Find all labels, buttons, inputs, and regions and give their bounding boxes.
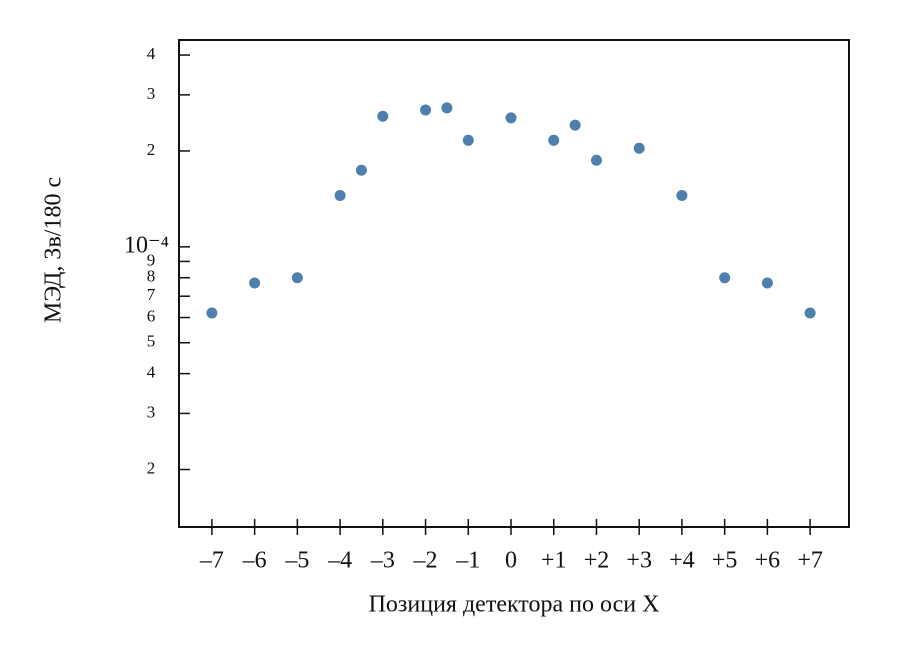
x-tick-label: 0 bbox=[505, 548, 517, 574]
y-axis-label: МЭД, Зв/180 с bbox=[41, 177, 67, 323]
plot-frame bbox=[178, 39, 850, 528]
y-tick-label: 2 bbox=[147, 140, 156, 159]
point bbox=[462, 134, 474, 146]
x-tick-label: +3 bbox=[626, 548, 652, 574]
y-tick-label: 3 bbox=[147, 84, 156, 103]
x-tick-label: +6 bbox=[755, 548, 781, 574]
x-tick-label: –3 bbox=[370, 548, 395, 574]
x-tick-label: –7 bbox=[199, 548, 224, 574]
x-tick-label: –4 bbox=[327, 548, 352, 574]
point bbox=[291, 272, 303, 284]
x-tick-label: +1 bbox=[541, 548, 567, 574]
x-tick-label: –1 bbox=[455, 548, 480, 574]
point bbox=[420, 104, 432, 116]
y-tick-label: 3 bbox=[147, 402, 156, 421]
y-tick-label: 4 bbox=[147, 363, 156, 382]
point bbox=[334, 189, 346, 201]
y-tick-label: 8 bbox=[147, 267, 156, 286]
point bbox=[804, 307, 816, 319]
y-tick-label: 4 bbox=[147, 44, 156, 63]
y-tick-label: 6 bbox=[147, 306, 156, 325]
x-tick-label: –5 bbox=[284, 548, 309, 574]
y-tick-label: 5 bbox=[147, 332, 156, 351]
y-tick-label: 2 bbox=[147, 458, 156, 477]
x-tick-label: +5 bbox=[712, 548, 738, 574]
y-tick-label: 7 bbox=[147, 285, 156, 304]
point bbox=[249, 277, 261, 289]
point bbox=[590, 154, 602, 166]
point bbox=[355, 164, 367, 176]
point bbox=[548, 134, 560, 146]
point bbox=[761, 277, 773, 289]
y-tick-label: 9 bbox=[147, 250, 156, 269]
x-tick-label: +7 bbox=[797, 548, 823, 574]
point bbox=[676, 189, 688, 201]
x-tick-label: –6 bbox=[242, 548, 267, 574]
x-axis-label: Позиция детектора по оси X bbox=[369, 592, 660, 618]
x-tick-label: +2 bbox=[584, 548, 610, 574]
point bbox=[505, 112, 517, 124]
point bbox=[633, 142, 645, 154]
x-tick-label: –2 bbox=[413, 548, 438, 574]
point bbox=[441, 102, 453, 114]
y-tick-label: 10⁻⁴ bbox=[124, 232, 169, 258]
x-tick-label: +4 bbox=[669, 548, 695, 574]
point bbox=[719, 272, 731, 284]
point bbox=[377, 110, 389, 122]
point bbox=[569, 119, 581, 131]
point bbox=[206, 307, 218, 319]
